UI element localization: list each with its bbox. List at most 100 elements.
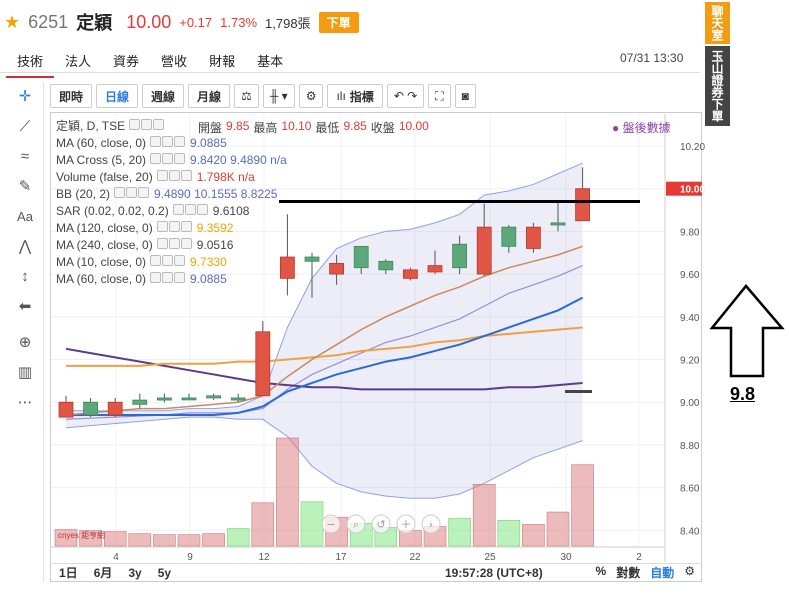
ohlc-readout: 開盤 9.85 最高 10.10 最低 9.85 收盤 10.00: [198, 119, 429, 136]
tab-basic[interactable]: 基本: [257, 54, 284, 69]
legend-controls-icon[interactable]: [172, 203, 209, 220]
legend-value: 9.6108: [212, 204, 250, 218]
tab-technical[interactable]: 技術: [6, 48, 55, 78]
x-tick-label: 2: [636, 552, 642, 563]
annotation-label: 9.8: [730, 384, 756, 404]
arrow-left-icon[interactable]: ⬅: [18, 298, 32, 315]
chart-type-icon[interactable]: ╫ ▾: [262, 84, 295, 108]
gear-icon[interactable]: ⚙: [684, 564, 695, 578]
price-change-pct: 1.73%: [220, 14, 258, 30]
legend-controls-icon[interactable]: [150, 271, 186, 288]
undo-redo-icon[interactable]: ↶ ↷: [386, 84, 425, 108]
tab-financials[interactable]: 財報: [209, 54, 236, 69]
price-change: +0.17: [179, 14, 213, 30]
legend-controls-icon[interactable]: [129, 118, 165, 135]
y-tick-label: 9.40: [680, 313, 700, 324]
more-icon[interactable]: ⋯: [17, 394, 33, 411]
tab-institutional[interactable]: 法人: [65, 54, 92, 69]
legend-name: MA (60, close, 0): [56, 136, 147, 150]
range-6m[interactable]: 6月: [93, 566, 113, 580]
volume-bar: [448, 517, 471, 547]
section-tabs: 技術 法人 資券 營收 財報 基本: [6, 48, 294, 78]
measure-icon[interactable]: ↕: [21, 268, 29, 285]
ruler-icon[interactable]: ▥: [17, 364, 33, 381]
candle-body: [304, 256, 320, 262]
indicator-button[interactable]: ılı 指標: [327, 84, 383, 108]
trendline-icon[interactable]: ⟋: [19, 118, 31, 135]
chart-nav-button[interactable]: [321, 514, 341, 534]
legend-controls-icon[interactable]: [150, 135, 186, 152]
interval-monthly-button[interactable]: 月線: [188, 84, 231, 108]
fib-icon[interactable]: ≈: [20, 148, 30, 165]
x-tick-label: 17: [335, 552, 347, 563]
auto-toggle[interactable]: 自動: [650, 566, 675, 580]
brush-icon[interactable]: ✎: [18, 178, 32, 195]
y-tick-label: 8.60: [680, 484, 700, 495]
volume-bar: [300, 501, 324, 547]
open-value: 9.85: [226, 119, 250, 133]
legend-name: 定穎, D, TSE: [56, 119, 126, 133]
ma60-line: [65, 347, 583, 391]
last-price-label: 10.00: [680, 185, 705, 196]
legend-controls-icon[interactable]: [156, 220, 193, 237]
fullscreen-icon[interactable]: ⛶: [428, 84, 451, 108]
tab-revenue[interactable]: 營收: [161, 54, 188, 69]
candle-body: [206, 395, 222, 399]
candle-body: [58, 401, 74, 418]
legend-row: MA (10, close, 0) 9.7330: [56, 254, 287, 271]
text-tool-icon[interactable]: Aa: [17, 209, 33, 224]
candle-body: [501, 226, 517, 247]
chart-nav-button[interactable]: [371, 514, 391, 534]
range-1d[interactable]: 1日: [59, 566, 78, 580]
settings-icon[interactable]: ⚙: [298, 84, 324, 108]
legend-controls-icon[interactable]: [150, 152, 186, 169]
esun-order-button[interactable]: 玉山證券下單: [705, 46, 730, 126]
legend-value: 9.3592: [196, 221, 234, 235]
legend-controls-icon[interactable]: [150, 254, 186, 271]
chatroom-button[interactable]: 聊天室: [705, 2, 730, 44]
legend-controls-icon[interactable]: [114, 186, 150, 203]
candle-body: [378, 260, 394, 271]
chart-nav-icon: −: [326, 518, 335, 531]
after-hours-link[interactable]: ● 盤後數據: [612, 121, 671, 135]
legend-controls-icon[interactable]: [156, 237, 193, 254]
chart-nav-button[interactable]: [421, 514, 441, 534]
volume-bar: [202, 533, 225, 547]
candle-body: [279, 256, 295, 279]
volume-bar: [251, 502, 275, 547]
tab-margin[interactable]: 資券: [113, 54, 140, 69]
legend-controls-icon[interactable]: [156, 169, 193, 186]
order-button[interactable]: 下單: [318, 11, 359, 33]
volume-bar: [128, 533, 152, 547]
camera-icon[interactable]: ◙: [454, 84, 476, 108]
crosshair-icon[interactable]: ✛: [18, 88, 32, 105]
legend-row: MA (60, close, 0) 9.0885: [56, 271, 287, 288]
indicator-label: 指標: [349, 89, 374, 104]
range-3y[interactable]: 3y: [128, 565, 142, 580]
indicator-legend: 定穎, D, TSE MA (60, close, 0) 9.0885 MA Cros…: [56, 118, 287, 288]
chart-bottom-bar: 1日 6月 3y 5y 19:57:28 (UTC+8) % 對數 自動 ⚙: [51, 563, 701, 581]
interval-weekly-button[interactable]: 週線: [142, 84, 185, 108]
range-5y[interactable]: 5y: [157, 565, 172, 580]
y-tick-label: 8.80: [680, 441, 700, 452]
open-label: 開盤: [198, 121, 223, 135]
candle-body: [230, 397, 246, 401]
y-tick-label: 9.00: [680, 398, 700, 409]
zoom-icon[interactable]: ⊕: [18, 334, 32, 351]
compare-icon[interactable]: ⚖: [234, 84, 259, 108]
pattern-icon[interactable]: ⋀: [18, 238, 32, 255]
percent-toggle[interactable]: %: [595, 564, 607, 578]
close-label: 收盤: [370, 121, 395, 135]
legend-row: 定穎, D, TSE: [56, 118, 287, 135]
ma-blue-line: [66, 296, 584, 417]
legend-value: 9.0885: [190, 272, 227, 286]
chart-nav-button[interactable]: [396, 514, 416, 534]
interval-realtime-button[interactable]: 即時: [50, 84, 93, 108]
quote-datetime: 07/31 13:30: [620, 51, 684, 65]
chart-nav-button[interactable]: [346, 514, 366, 534]
log-toggle[interactable]: 對數: [616, 566, 641, 580]
legend-name: MA (240, close, 0): [56, 238, 153, 252]
star-icon[interactable]: ★: [4, 11, 21, 32]
interval-daily-button[interactable]: 日線: [96, 84, 139, 108]
